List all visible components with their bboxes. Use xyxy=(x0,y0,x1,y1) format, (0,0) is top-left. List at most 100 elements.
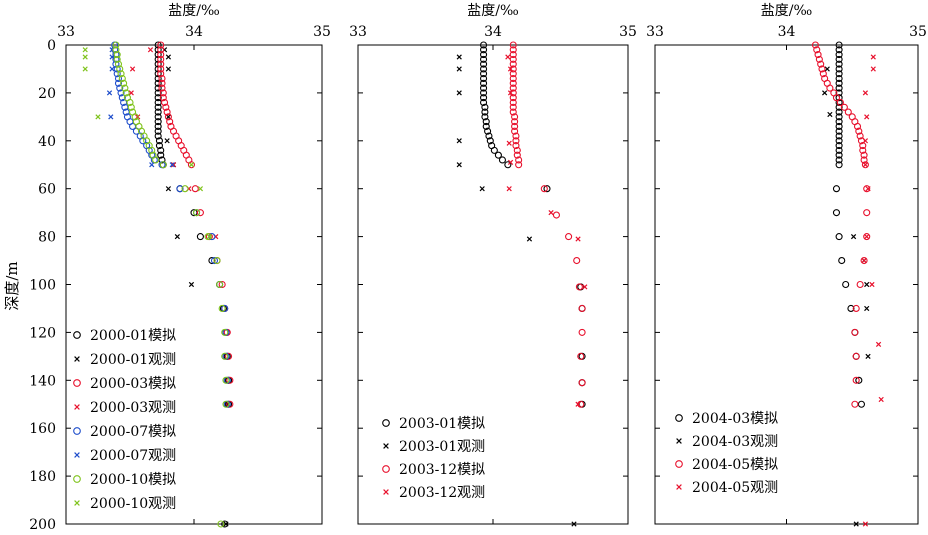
data-point xyxy=(114,79,123,87)
y-axis-label: 深度/m xyxy=(3,261,21,310)
data-point xyxy=(479,70,488,78)
data-point xyxy=(479,84,488,92)
data-point xyxy=(118,94,126,102)
data-point xyxy=(222,376,230,384)
data-point xyxy=(864,233,870,240)
data-point xyxy=(456,54,462,60)
data-point xyxy=(154,79,162,87)
data-point xyxy=(509,79,517,87)
data-point xyxy=(832,209,841,217)
data-point xyxy=(835,127,843,135)
legend-label: 2004-05模拟 xyxy=(692,457,778,473)
data-point xyxy=(157,60,165,68)
data-point xyxy=(573,256,581,265)
y-tick-label: 200 xyxy=(29,517,56,533)
legend-3: 2004-03模拟 2004-03观测 2004-05模拟 2004-05观测 xyxy=(675,411,778,496)
data-point xyxy=(486,137,494,145)
data-point xyxy=(862,521,869,527)
x-tick-label: 33 xyxy=(349,24,367,40)
data-point xyxy=(222,400,230,408)
legend-label: 2003-12模拟 xyxy=(399,462,485,478)
legend-marker xyxy=(675,460,683,468)
data-point xyxy=(504,161,512,169)
data-point xyxy=(121,84,129,92)
data-point xyxy=(481,103,489,111)
data-point xyxy=(509,70,517,78)
data-point xyxy=(479,98,488,107)
data-point xyxy=(851,400,859,408)
data-point xyxy=(196,233,204,241)
data-point xyxy=(855,376,863,384)
data-point xyxy=(864,114,870,120)
series-2003-12观测 xyxy=(505,54,588,407)
data-point xyxy=(511,118,519,126)
data-point xyxy=(850,233,857,240)
data-point xyxy=(835,146,843,154)
data-point xyxy=(506,186,512,192)
data-point xyxy=(875,341,882,347)
data-point xyxy=(155,137,163,145)
y-tick-label: 140 xyxy=(29,373,56,389)
data-point xyxy=(509,60,517,68)
data-point xyxy=(149,162,155,168)
data-point xyxy=(852,376,860,384)
data-point xyxy=(163,108,171,116)
data-point xyxy=(120,79,128,87)
legend-entry: 2000-03模拟 xyxy=(73,376,176,392)
series-2000-03观测 xyxy=(128,47,219,240)
plot-frame xyxy=(654,44,919,525)
data-point xyxy=(582,284,588,290)
legend-entry: 2003-12模拟 xyxy=(382,462,485,478)
data-point xyxy=(575,283,583,291)
data-point xyxy=(543,185,551,193)
x-tick-label: 35 xyxy=(909,24,927,40)
x-axis-title: 盐度/‰ xyxy=(168,3,220,19)
data-point xyxy=(863,233,871,241)
data-point xyxy=(856,132,864,140)
data-point xyxy=(187,161,195,169)
data-point xyxy=(818,65,826,73)
data-point xyxy=(577,352,585,360)
legend-entry: 2000-07模拟 xyxy=(73,424,176,440)
data-point xyxy=(813,46,821,54)
data-point xyxy=(456,162,462,168)
panel-2: 33 34 35 盐度/‰ xyxy=(349,3,637,525)
data-point xyxy=(159,94,167,102)
data-point xyxy=(484,127,492,135)
legend-label: 2003-12观测 xyxy=(399,485,485,501)
data-point xyxy=(509,94,517,102)
x-tick-label: 34 xyxy=(185,24,203,40)
data-point xyxy=(456,138,462,144)
legend-marker xyxy=(74,500,80,506)
data-point xyxy=(863,185,871,193)
data-point xyxy=(129,66,136,72)
data-point xyxy=(481,108,489,116)
data-point xyxy=(165,186,172,192)
data-point xyxy=(158,84,166,92)
data-point xyxy=(575,236,581,242)
data-point xyxy=(515,161,523,169)
data-point xyxy=(225,352,233,360)
data-point xyxy=(161,98,169,107)
data-point xyxy=(196,209,204,217)
data-point xyxy=(835,41,843,49)
legend-marker xyxy=(73,475,81,483)
data-point xyxy=(456,66,462,72)
legend-label: 2000-03观测 xyxy=(90,400,176,416)
legend-marker xyxy=(74,452,80,458)
data-point xyxy=(109,66,115,72)
data-point xyxy=(819,70,827,78)
data-point xyxy=(112,60,120,68)
data-point xyxy=(835,51,843,59)
series-2004-05观测 xyxy=(861,54,884,527)
x-tick-label: 34 xyxy=(778,24,796,40)
data-point xyxy=(159,89,167,97)
legend-marker xyxy=(73,427,81,435)
data-point xyxy=(860,256,868,265)
data-point xyxy=(815,55,823,63)
data-point xyxy=(113,65,121,73)
legend-label: 2004-03模拟 xyxy=(692,411,778,427)
data-point xyxy=(526,236,533,242)
data-point xyxy=(838,256,846,265)
data-point xyxy=(509,74,517,83)
